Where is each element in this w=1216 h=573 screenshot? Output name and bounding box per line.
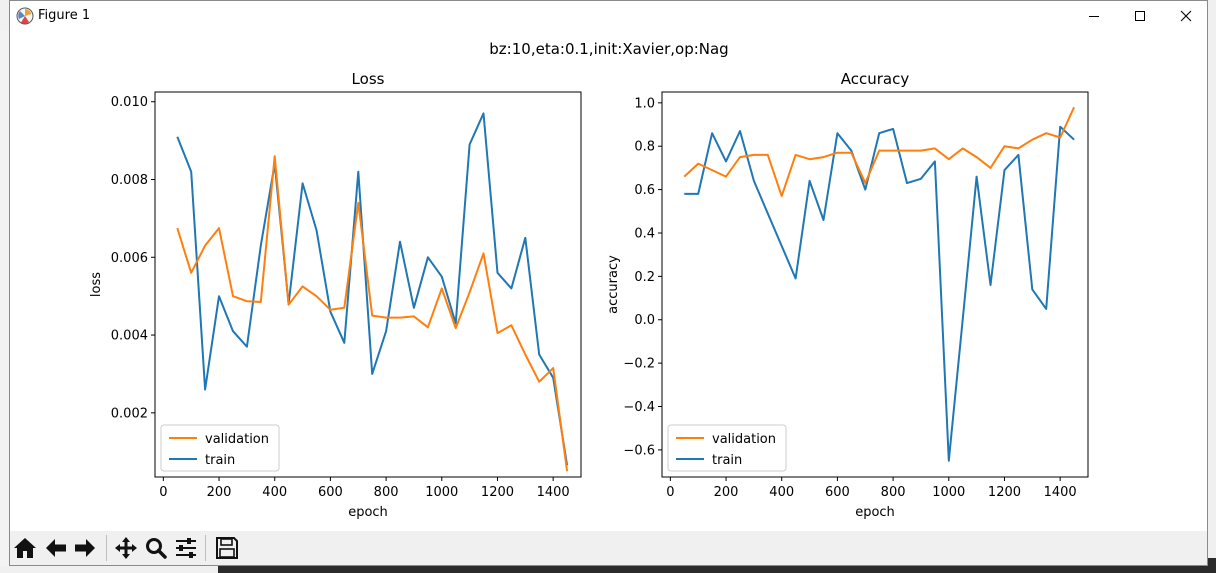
- axes-title: Accuracy: [841, 70, 910, 88]
- axes-frame: [661, 91, 1089, 478]
- y-tick-label: 0.004: [111, 329, 148, 344]
- x-tick-label: 200: [207, 485, 232, 500]
- legend: validation train: [160, 424, 280, 472]
- y-tick-label: 0.2: [634, 270, 655, 285]
- y-tick-label: 0.002: [111, 406, 148, 421]
- y-tick-label: −0.6: [623, 443, 655, 458]
- minimize-icon: [1089, 16, 1099, 17]
- y-tick-label: −0.4: [623, 400, 655, 415]
- x-tick-label: 600: [825, 485, 850, 500]
- y-axis-label: loss: [89, 272, 104, 297]
- close-button[interactable]: [1163, 1, 1209, 31]
- back-icon: [46, 539, 66, 557]
- y-tick-label: 0.0: [634, 313, 655, 328]
- y-tick-label: 0.006: [111, 251, 148, 266]
- figure-window: Figure 1 bz:10,eta:0.1,init:Xavier,op:Na…: [9, 0, 1208, 566]
- y-tick-label: 0.4: [634, 226, 655, 241]
- series-line-validation: [176, 155, 569, 472]
- x-tick-label: 0: [159, 485, 167, 500]
- x-tick-label: 1400: [537, 485, 570, 500]
- x-tick-label: 200: [714, 485, 739, 500]
- pan-icon: [115, 537, 137, 559]
- legend-label-validation: validation: [712, 432, 776, 447]
- series-line-train: [684, 125, 1075, 462]
- x-tick-label: 1000: [932, 485, 965, 500]
- x-tick-label: 800: [881, 485, 906, 500]
- home-icon: [14, 538, 36, 558]
- pan-button[interactable]: [112, 534, 140, 562]
- toolbar-separator: [106, 535, 107, 561]
- subplot-accuracy: Accuracy 0 200 400 600 800 1000 1200 1400 −0.6 −0.…: [606, 70, 1089, 520]
- window-title: Figure 1: [38, 8, 91, 23]
- forward-icon: [75, 539, 95, 557]
- configure-subplots-button[interactable]: [172, 534, 200, 562]
- legend-label-validation: validation: [205, 432, 269, 447]
- subplot-loss: Loss 0 200 400 600 800 1000 1200 1400 0.002 0.004 0…: [89, 70, 582, 520]
- legend-label-train: train: [712, 453, 742, 468]
- home-button[interactable]: [11, 534, 39, 562]
- x-tick-label: 400: [262, 485, 287, 500]
- x-tick-label: 600: [318, 485, 343, 500]
- y-tick-label: −0.2: [623, 357, 655, 372]
- series-line-validation: [683, 106, 1076, 198]
- x-tick-label: 0: [666, 485, 674, 500]
- navigation-toolbar: [10, 531, 1207, 565]
- minimize-button[interactable]: [1071, 1, 1117, 31]
- axes-title: Loss: [352, 70, 385, 88]
- zoom-button[interactable]: [142, 534, 170, 562]
- title-bar[interactable]: Figure 1: [10, 1, 1207, 31]
- maximize-button[interactable]: [1117, 1, 1163, 31]
- maximize-icon: [1135, 11, 1145, 21]
- x-axis-label: epoch: [348, 505, 388, 520]
- legend: validation train: [667, 424, 787, 472]
- x-axis-label: epoch: [855, 505, 895, 520]
- x-tick-label: 400: [769, 485, 794, 500]
- figure-plot-area: bz:10,eta:0.1,init:Xavier,op:Nag Loss 0 20…: [89, 40, 1089, 520]
- y-tick-label: 0.008: [111, 173, 148, 188]
- x-tick-label: 1200: [988, 485, 1021, 500]
- axes-frame: [154, 91, 582, 478]
- close-icon: [1180, 10, 1192, 22]
- x-tick-label: 1000: [425, 485, 458, 500]
- save-icon: [216, 537, 238, 559]
- x-tick-label: 1400: [1044, 485, 1077, 500]
- toolbar-separator: [205, 535, 206, 561]
- figure-canvas[interactable]: bz:10,eta:0.1,init:Xavier,op:Nag Loss 0 20…: [10, 31, 1207, 531]
- series-line-train: [176, 112, 569, 466]
- back-button[interactable]: [42, 534, 70, 562]
- y-tick-label: 0.8: [634, 140, 655, 155]
- y-axis-label: accuracy: [606, 255, 621, 314]
- figure-suptitle: bz:10,eta:0.1,init:Xavier,op:Nag: [489, 40, 728, 58]
- configure-subplots-icon: [176, 538, 196, 558]
- y-tick-label: 0.6: [634, 183, 655, 198]
- zoom-icon: [146, 538, 167, 559]
- matplotlib-app-icon: [16, 7, 34, 25]
- save-button[interactable]: [213, 534, 241, 562]
- y-tick-label: 0.010: [111, 95, 148, 110]
- x-tick-label: 800: [374, 485, 399, 500]
- x-tick-label: 1200: [481, 485, 514, 500]
- forward-button[interactable]: [71, 534, 99, 562]
- legend-label-train: train: [205, 453, 235, 468]
- y-tick-label: 1.0: [634, 96, 655, 111]
